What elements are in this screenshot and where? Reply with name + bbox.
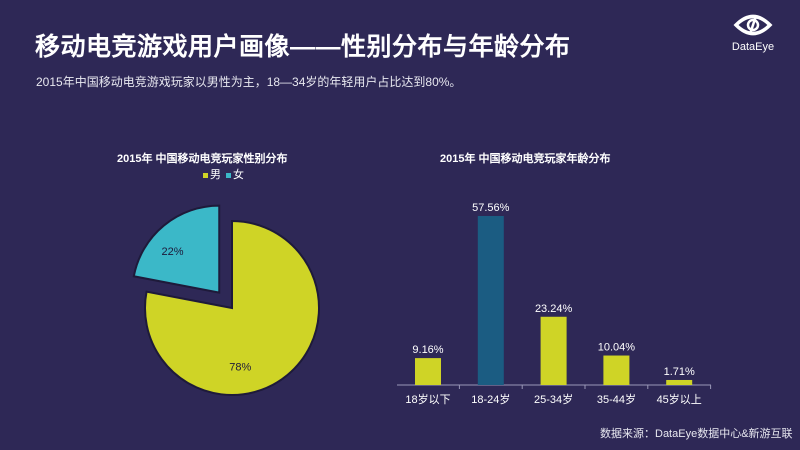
- bar-25-34岁: [540, 316, 567, 385]
- pie-chart-title: 2015年 中国移动电竞玩家性别分布: [117, 153, 288, 165]
- bar-value-label: 9.16%: [412, 344, 443, 356]
- bar-18-24岁: [477, 216, 504, 385]
- bar-chart-title: 2015年 中国移动电竞玩家年龄分布: [440, 153, 611, 165]
- x-tick-label: 18岁以下: [405, 392, 450, 406]
- data-source: 数据来源：DataEye数据中心&新游互联: [600, 428, 793, 440]
- pie-slice-label: 22%: [162, 246, 184, 258]
- bar-value-label: 10.04%: [598, 342, 636, 354]
- bar-18岁以下: [415, 358, 441, 385]
- x-tick-label: 35-44岁: [597, 392, 636, 406]
- pie-legend: 男 女: [203, 166, 244, 182]
- dataeye-logo: DataEye: [718, 12, 788, 53]
- page-subtitle: 2015年中国移动电竞游戏玩家以男性为主，18—34岁的年轻用户占比达到80%。: [36, 75, 462, 89]
- logo-text: DataEye: [731, 41, 775, 53]
- legend-item-male: 男: [203, 166, 221, 182]
- eye-icon: [733, 14, 773, 36]
- x-tick-label: 45岁以上: [657, 392, 702, 406]
- bar-value-label: 1.71%: [664, 366, 695, 378]
- bar-value-label: 23.24%: [535, 303, 573, 315]
- pie-slice-male: [144, 219, 320, 396]
- bar-45岁以上: [666, 379, 693, 385]
- bar-35-44岁: [603, 355, 630, 385]
- x-tick-label: 18-24岁: [471, 392, 510, 406]
- bar-value-label: 57.56%: [472, 202, 510, 214]
- legend-item-female: 女: [226, 166, 244, 182]
- pie-slice-female: [132, 204, 221, 294]
- x-tick-label: 25-34岁: [534, 392, 573, 406]
- page-title: 移动电竞游戏用户画像——性别分布与年龄分布: [35, 33, 571, 61]
- pie-slice-label: 78%: [229, 362, 251, 374]
